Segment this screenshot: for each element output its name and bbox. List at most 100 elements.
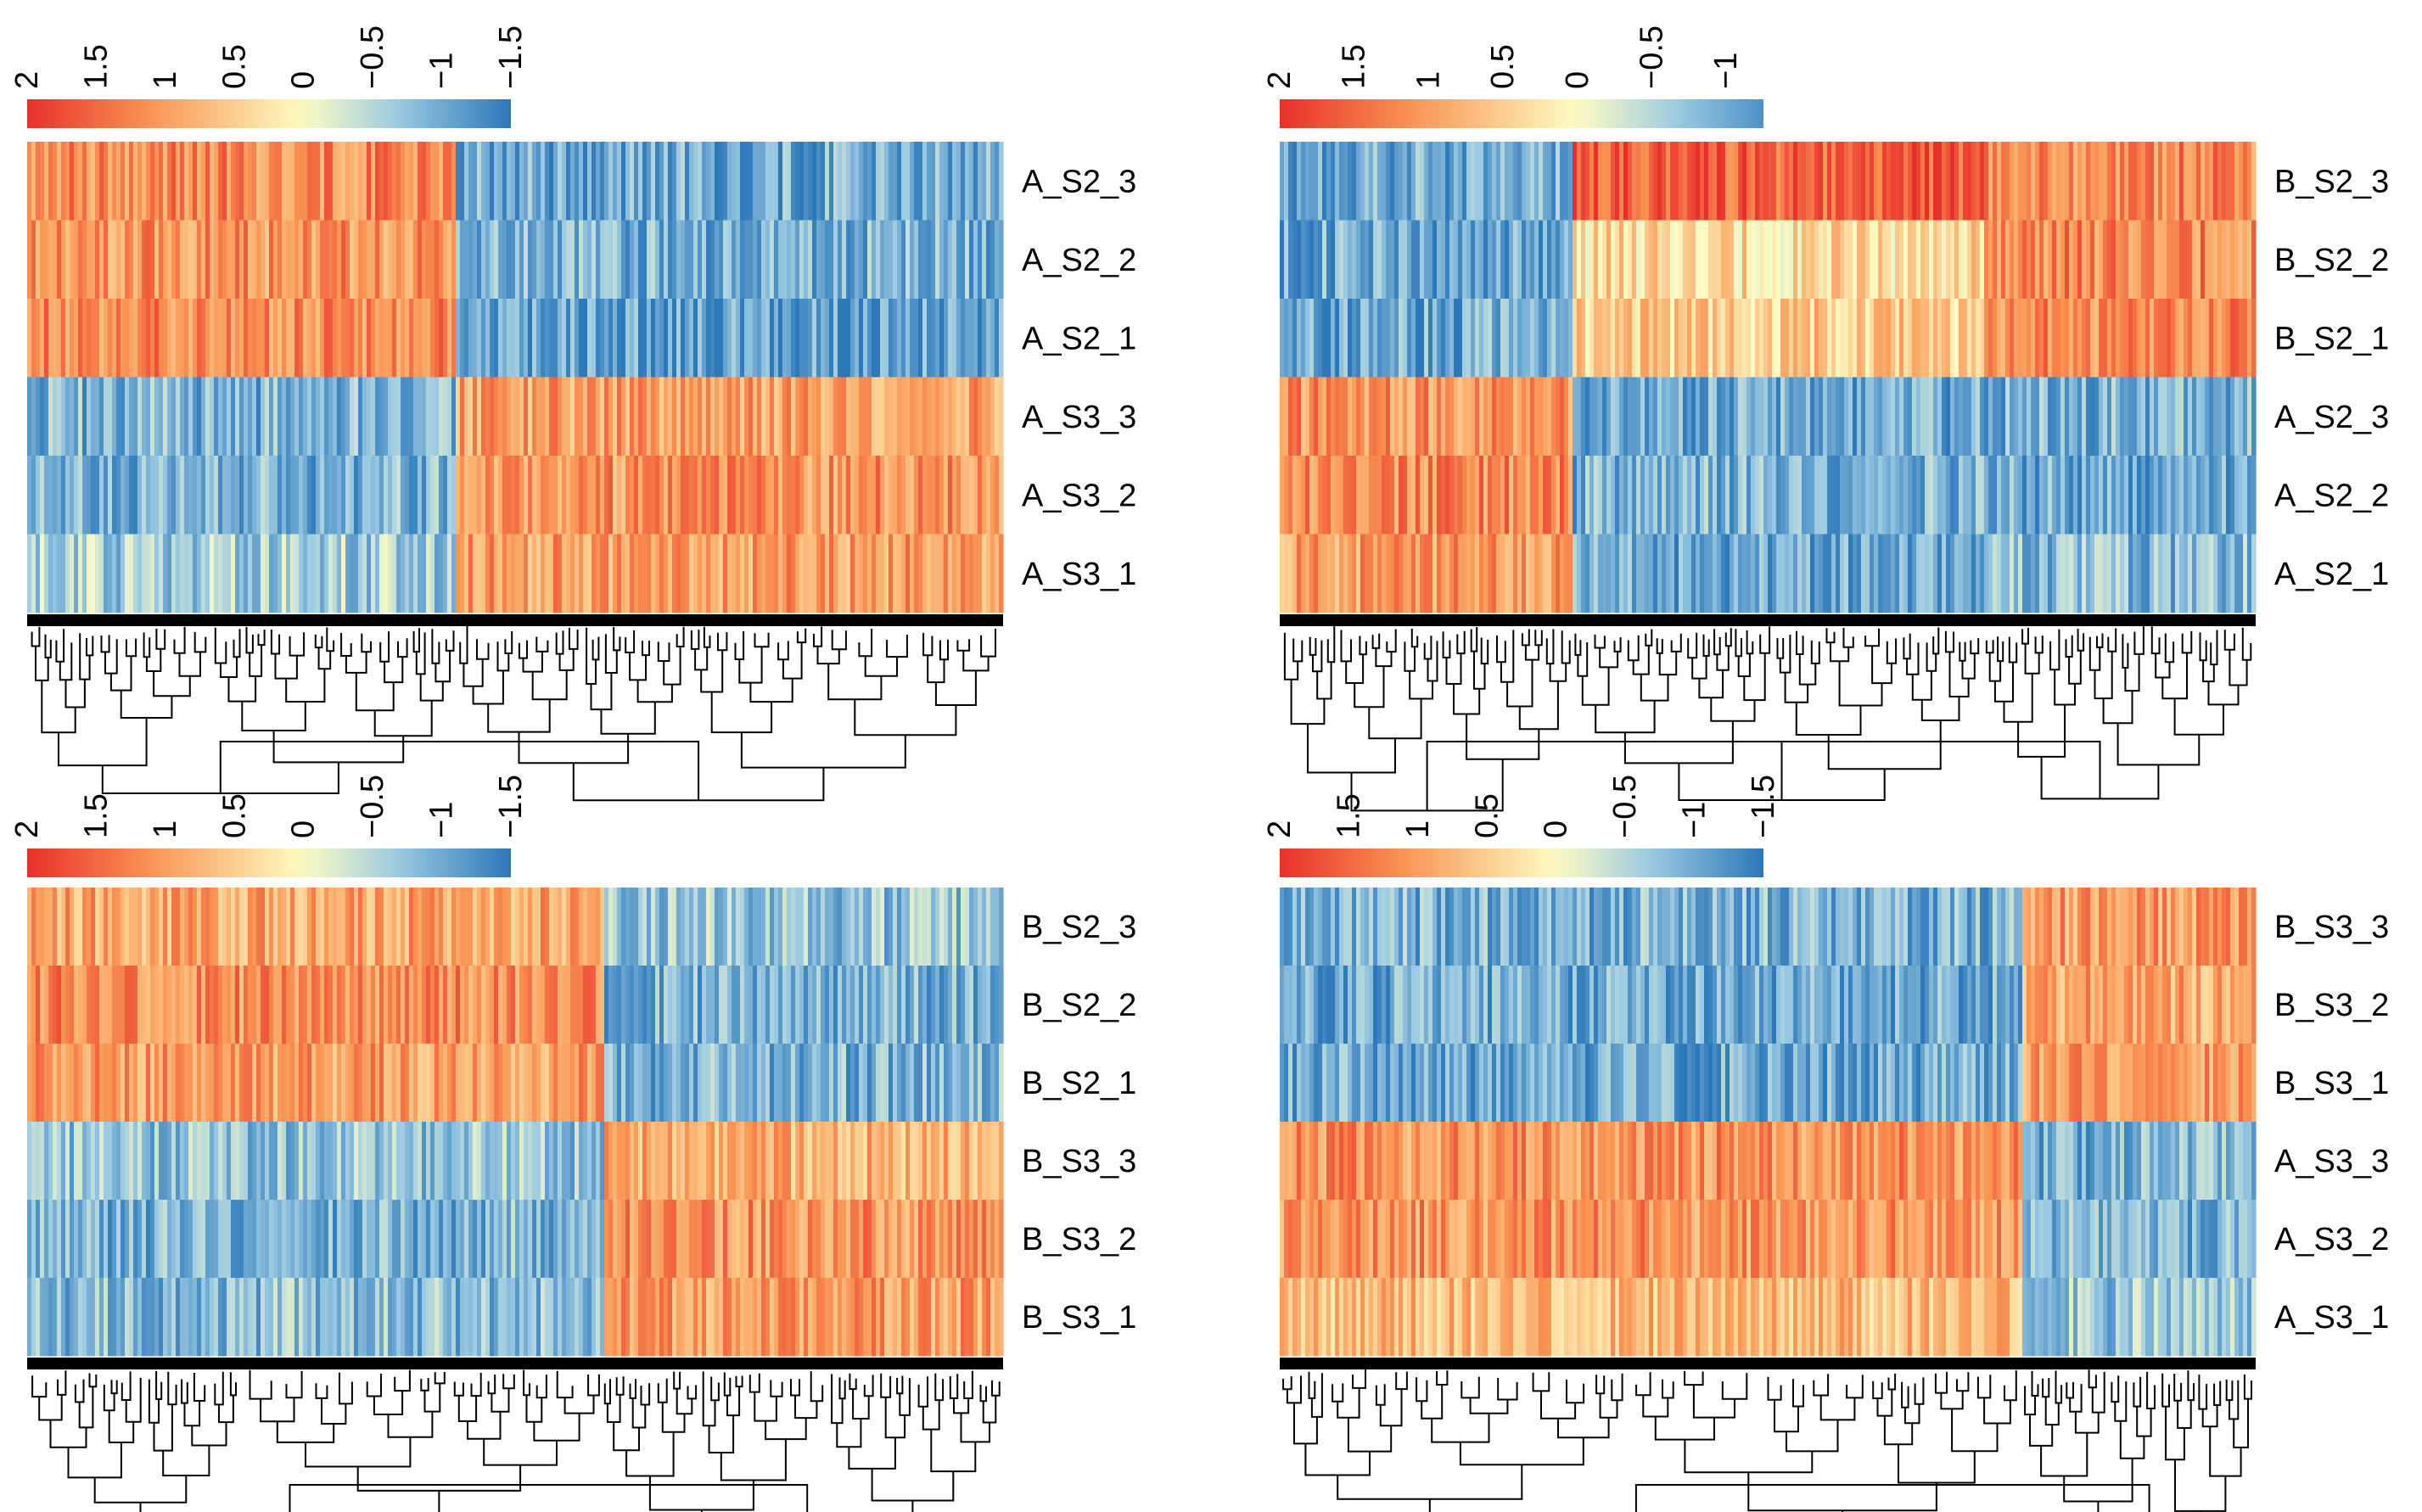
heatmap-cell [1946,220,1951,300]
heatmap-cell [846,1278,851,1357]
heatmap-cell [180,1044,185,1123]
heatmap-cell [562,1200,567,1279]
heatmap-cell [1568,1200,1573,1279]
heatmap-cell [905,888,911,966]
heatmap-cell [816,377,821,456]
heatmap-cell [1585,1200,1590,1279]
heatmap-cell [290,1200,295,1279]
heatmap-cell [689,1278,694,1357]
heatmap-cell [825,377,830,456]
heatmap-cell [205,1200,210,1279]
heatmap-cell [367,142,372,221]
heatmap-cell [379,1200,384,1279]
heatmap-cell [282,377,287,456]
heatmap-cell [880,299,885,378]
heatmap-cell [121,888,126,966]
heatmap-cell [804,377,809,456]
heatmap-cell [1534,1200,1539,1279]
heatmap-cell [2217,534,2223,613]
heatmap-cell [973,142,978,221]
dendrogram-branch [2003,673,2033,723]
heatmap-cell [324,1200,329,1279]
heatmap-cell [1352,1122,1357,1201]
heatmap-cell [36,220,41,300]
heatmap-cell [1445,966,1450,1044]
heatmap-cell [193,534,198,613]
heatmap-cell [2086,377,2091,456]
heatmap-cell [2005,377,2010,456]
heatmap-cell [1305,888,1310,966]
heatmap-cell [744,220,749,300]
heatmap-cell [1458,888,1463,966]
heatmap-cell [668,377,673,456]
heatmap-cell [1594,534,1599,613]
heatmap-cell [1950,299,1955,378]
heatmap-cell [1466,888,1472,966]
heatmap-cell [53,142,58,221]
heatmap-cell [1742,377,1747,456]
heatmap-cell [1874,220,1879,300]
heatmap-cell [2196,220,2201,300]
heatmap-cell [956,1200,962,1279]
heatmap-cell [638,220,643,300]
heatmap-cell [1937,299,1943,378]
heatmap-cell [804,1122,809,1201]
heatmap-cell [799,1044,805,1123]
heatmap-cell [833,1278,838,1357]
heatmap-cell [545,377,550,456]
heatmap-cell [1394,1278,1399,1357]
heatmap-cell [850,1044,855,1123]
heatmap-cell [494,1200,499,1279]
heatmap-cell [451,534,457,613]
heatmap-cell [770,456,775,535]
heatmap-cell [1314,888,1319,966]
heatmap-cell [180,1122,185,1201]
heatmap-cell [133,534,138,613]
heatmap-cell [2124,534,2129,613]
heatmap-cell [244,1044,249,1123]
heatmap-cell [1870,534,1875,613]
heatmap-cell [2052,142,2057,221]
heatmap-cell [422,220,427,300]
heatmap-cell [2128,220,2133,300]
heatmap-cell [799,299,805,378]
heatmap-cell [748,966,754,1044]
dendrogram-branch [110,1380,118,1395]
dendrogram-branch [1830,642,1850,663]
heatmap-cell [481,1122,486,1201]
heatmap-cell [1954,377,1959,456]
heatmap-cell [328,220,334,300]
heatmap-cell [1483,1200,1489,1279]
heatmap-cell [821,966,826,1044]
heatmap-cell [1874,299,1879,378]
heatmap-cell [1908,220,1913,300]
heatmap-cell [2065,456,2070,535]
heatmap-cell [710,377,715,456]
heatmap-cell [104,220,109,300]
heatmap-cell [1963,299,1968,378]
heatmap-cell [205,966,210,1044]
heatmap-cell [1899,377,1904,456]
heatmap-cell [396,456,401,535]
heatmap-cell [430,1044,435,1123]
heatmap-cell [112,377,117,456]
heatmap-cell [2239,377,2244,456]
heatmap-cell [57,1122,62,1201]
heatmap-cell [40,1200,45,1279]
heatmap-cell [2111,220,2116,300]
heatmap-cell [736,377,741,456]
heatmap-cell [1496,456,1501,535]
heatmap-cell [782,142,788,221]
heatmap-cell [914,1200,919,1279]
heatmap-cell [1568,377,1573,456]
heatmap-cell [311,966,317,1044]
heatmap-cell [1810,534,1815,613]
heatmap-cell [333,1122,338,1201]
heatmap-cell [519,142,524,221]
heatmap-cell [969,534,974,613]
heatmap-cell [451,142,457,221]
heatmap-cell [532,534,537,613]
heatmap-cell [519,534,524,613]
heatmap-cell [1933,534,1938,613]
heatmap-cell [460,888,465,966]
